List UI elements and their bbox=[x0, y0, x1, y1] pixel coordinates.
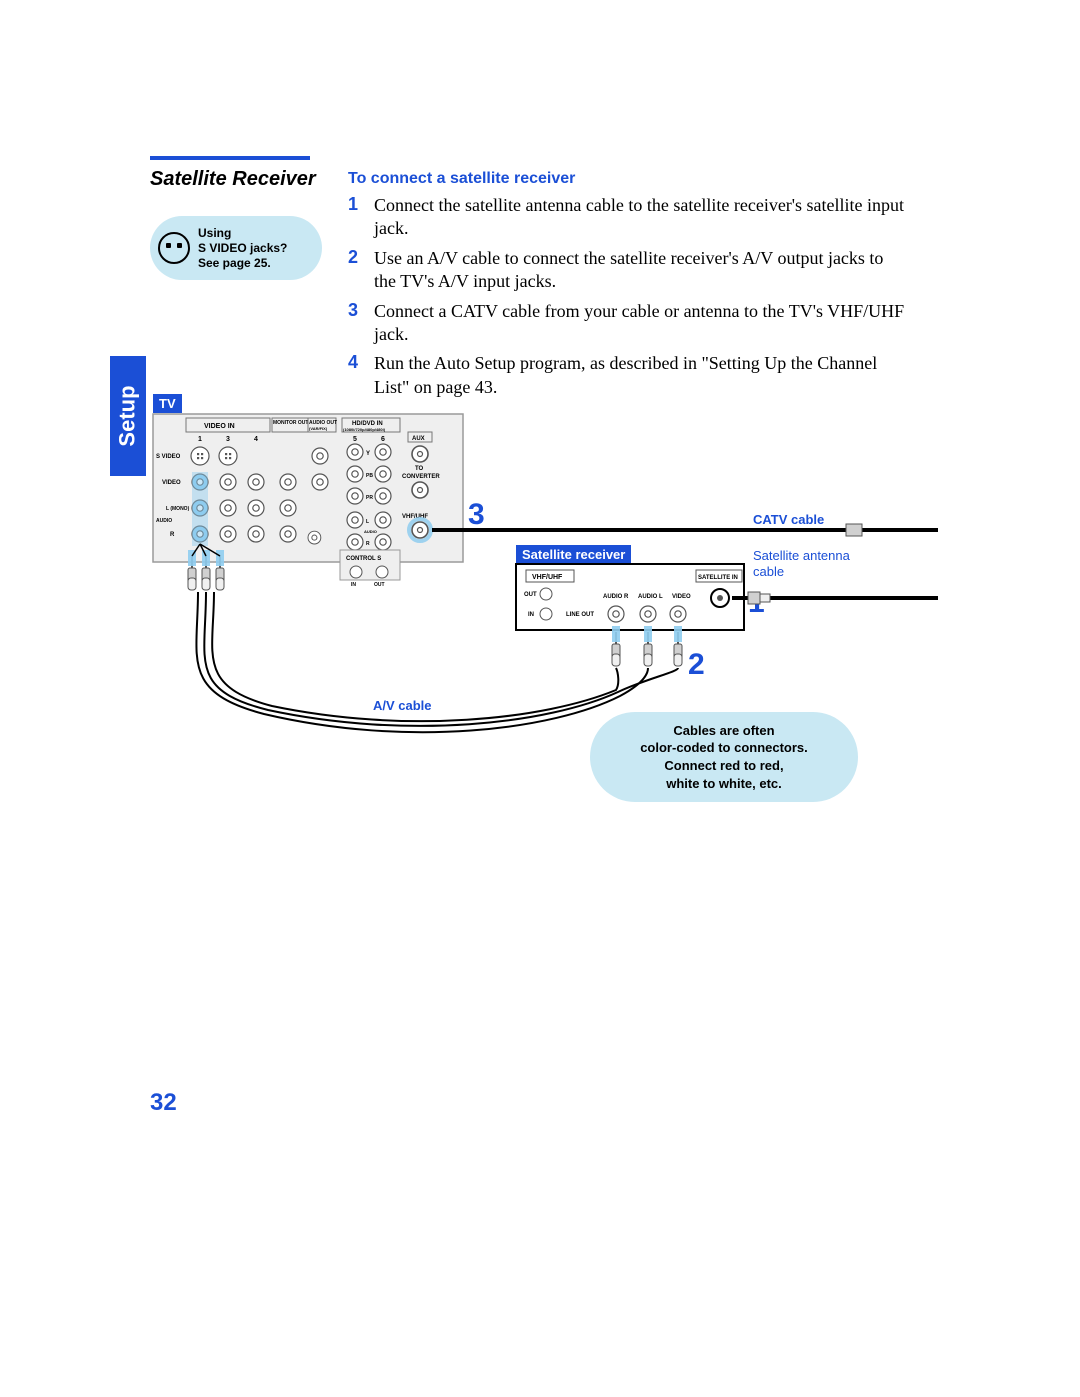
svg-text:VIDEO: VIDEO bbox=[162, 480, 181, 486]
step-body: Connect a CATV cable from your cable or … bbox=[374, 300, 908, 347]
svg-text:(VAR/FIX): (VAR/FIX) bbox=[309, 426, 328, 431]
svg-text:L (MONO): L (MONO) bbox=[166, 506, 190, 512]
svg-text:IN: IN bbox=[528, 612, 534, 618]
svg-text:VIDEO: VIDEO bbox=[672, 594, 691, 600]
svideo-icon bbox=[158, 232, 190, 264]
svg-text:3: 3 bbox=[226, 436, 230, 443]
tip-line2: color-coded to connectors. bbox=[640, 740, 808, 755]
step-num: 1 bbox=[348, 194, 374, 241]
step-num: 3 bbox=[348, 300, 374, 347]
svg-text:6: 6 bbox=[381, 436, 385, 443]
page: Setup Satellite Receiver To connect a sa… bbox=[0, 0, 1080, 1397]
svg-text:Y: Y bbox=[366, 451, 370, 457]
step-body: Connect the satellite antenna cable to t… bbox=[374, 194, 908, 241]
tip-line1: Cables are often bbox=[673, 723, 774, 738]
section-rule bbox=[150, 156, 310, 160]
step-num: 4 bbox=[348, 352, 374, 399]
step-1: 1 Connect the satellite antenna cable to… bbox=[348, 194, 908, 241]
svg-text:S VIDEO: S VIDEO bbox=[156, 454, 181, 460]
svg-text:4: 4 bbox=[254, 436, 258, 443]
svideo-line2: S VIDEO jacks? bbox=[198, 241, 287, 255]
svg-text:5: 5 bbox=[353, 436, 357, 443]
svideo-callout: Using S VIDEO jacks? See page 25. bbox=[150, 216, 322, 280]
setup-tab: Setup bbox=[110, 356, 146, 476]
svideo-callout-text: Using S VIDEO jacks? See page 25. bbox=[198, 226, 287, 271]
sub-heading: To connect a satellite receiver bbox=[348, 170, 575, 188]
step-2: 2 Use an A/V cable to connect the satell… bbox=[348, 247, 908, 294]
svg-text:OUT: OUT bbox=[374, 582, 385, 588]
svg-text:PR: PR bbox=[366, 495, 373, 501]
svg-text:LINE OUT: LINE OUT bbox=[566, 612, 594, 618]
section-title: Satellite Receiver bbox=[150, 168, 340, 191]
svideo-line3: See page 25. bbox=[198, 256, 271, 270]
svg-text:CONTROL S: CONTROL S bbox=[346, 556, 381, 562]
svg-text:SATELLITE IN: SATELLITE IN bbox=[698, 575, 738, 581]
svg-text:AUX: AUX bbox=[412, 436, 425, 442]
svg-text:OUT: OUT bbox=[524, 592, 537, 598]
svg-text:R: R bbox=[170, 532, 175, 538]
tip-line4: white to white, etc. bbox=[666, 776, 782, 791]
svg-text:AUDIO: AUDIO bbox=[364, 529, 377, 534]
steps-list: 1 Connect the satellite antenna cable to… bbox=[348, 194, 908, 405]
svg-text:AUDIO R: AUDIO R bbox=[603, 594, 629, 600]
svg-text:TO: TO bbox=[415, 466, 424, 472]
svg-text:(1080i/720p/480p/480i): (1080i/720p/480p/480i) bbox=[343, 427, 386, 432]
page-number: 32 bbox=[150, 1089, 177, 1117]
svg-text:R: R bbox=[366, 541, 370, 547]
svg-text:CONVERTER: CONVERTER bbox=[402, 474, 440, 480]
step-body: Use an A/V cable to connect the satellit… bbox=[374, 247, 908, 294]
svideo-line1: Using bbox=[198, 226, 231, 240]
svg-text:1: 1 bbox=[198, 436, 202, 443]
svg-text:VIDEO IN: VIDEO IN bbox=[204, 423, 235, 430]
svg-text:L: L bbox=[366, 519, 369, 525]
tip-callout: Cables are often color-coded to connecto… bbox=[590, 712, 858, 802]
setup-tab-label: Setup bbox=[115, 385, 141, 446]
step-body: Run the Auto Setup program, as described… bbox=[374, 352, 908, 399]
svg-text:IN: IN bbox=[351, 582, 356, 588]
svg-text:AUDIO L: AUDIO L bbox=[638, 594, 663, 600]
step-3: 3 Connect a CATV cable from your cable o… bbox=[348, 300, 908, 347]
svg-text:VHF/UHF: VHF/UHF bbox=[532, 574, 563, 581]
step-4: 4 Run the Auto Setup program, as describ… bbox=[348, 352, 908, 399]
svg-text:AUDIO: AUDIO bbox=[156, 518, 172, 524]
step-num: 2 bbox=[348, 247, 374, 294]
tip-line3: Connect red to red, bbox=[664, 758, 783, 773]
svg-text:PB: PB bbox=[366, 473, 373, 479]
svg-text:MONITOR OUT: MONITOR OUT bbox=[273, 420, 308, 426]
